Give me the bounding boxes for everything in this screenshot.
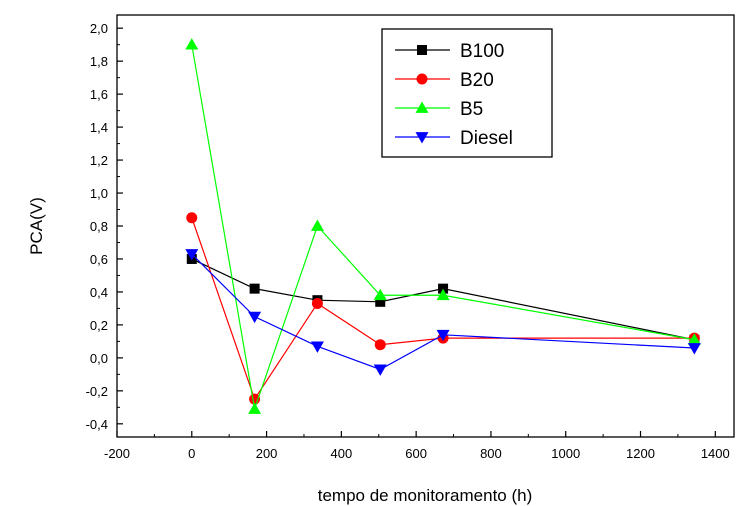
y-tick-label: 1,2: [90, 153, 108, 168]
data-point: [436, 288, 450, 301]
data-point: [248, 402, 262, 414]
legend-marker: [417, 45, 427, 55]
data-point: [687, 333, 701, 345]
data-point: [373, 364, 387, 376]
data-point: [249, 283, 260, 294]
legend-marker: [415, 101, 429, 113]
y-tick-label: 1,4: [90, 120, 108, 135]
y-axis-title: PCA(V): [27, 197, 46, 255]
series-line: [191, 258, 695, 341]
data-point: [186, 212, 198, 224]
legend-label: B20: [460, 70, 494, 91]
y-tick-label: 2,0: [90, 21, 108, 36]
y-tick-label: 0,8: [90, 219, 108, 234]
axis-ticks: -200 0 200 400 600 800 1000 1200 1400 -0,4 -0,2 0,0…: [86, 21, 730, 461]
y-tick-label: 1,0: [90, 186, 108, 201]
data-point: [248, 311, 262, 324]
y-tick-label: 1,8: [90, 54, 108, 69]
data-point: [436, 329, 450, 342]
x-tick-label: 1400: [701, 446, 730, 461]
x-tick-label: 400: [331, 446, 353, 461]
series-line: [191, 253, 695, 371]
series-line: [191, 44, 695, 410]
y-tick-label: 0,0: [90, 351, 108, 366]
legend-label: B100: [460, 41, 504, 62]
y-tick-label: 0,4: [90, 285, 108, 300]
legend-marker: [416, 73, 428, 85]
x-tick-label: 1200: [626, 446, 655, 461]
series-diesel: [185, 249, 701, 376]
data-point: [185, 38, 199, 50]
y-tick-label: -0,2: [86, 384, 108, 399]
series-layer: [185, 38, 701, 414]
legend: B100 B20 B5 Diesel: [381, 28, 553, 158]
legend-label: B5: [460, 99, 483, 120]
series-line: [191, 217, 695, 401]
series-b20: [186, 212, 700, 405]
data-point: [311, 297, 323, 309]
data-point: [374, 339, 386, 351]
y-tick-label: 0,2: [90, 318, 108, 333]
x-tick-label: 1000: [551, 446, 580, 461]
y-tick-label: -0,4: [86, 417, 108, 432]
x-tick-label: 0: [188, 446, 195, 461]
y-tick-label: 1,6: [90, 87, 108, 102]
data-point: [687, 343, 701, 355]
legend-marker: [415, 132, 429, 144]
data-point: [310, 219, 324, 231]
legend-label: Diesel: [460, 128, 513, 149]
y-tick-label: 0,6: [90, 252, 108, 267]
data-point: [185, 249, 199, 261]
data-point: [438, 283, 449, 294]
x-tick-label: 200: [256, 446, 278, 461]
x-axis-title: tempo de monitoramento (h): [318, 486, 533, 505]
x-tick-label: -200: [104, 446, 130, 461]
data-point: [375, 296, 386, 307]
data-point: [310, 341, 324, 353]
series-b5: [185, 38, 701, 414]
x-tick-label: 600: [405, 446, 427, 461]
data-point: [373, 288, 387, 301]
x-tick-label: 800: [480, 446, 502, 461]
